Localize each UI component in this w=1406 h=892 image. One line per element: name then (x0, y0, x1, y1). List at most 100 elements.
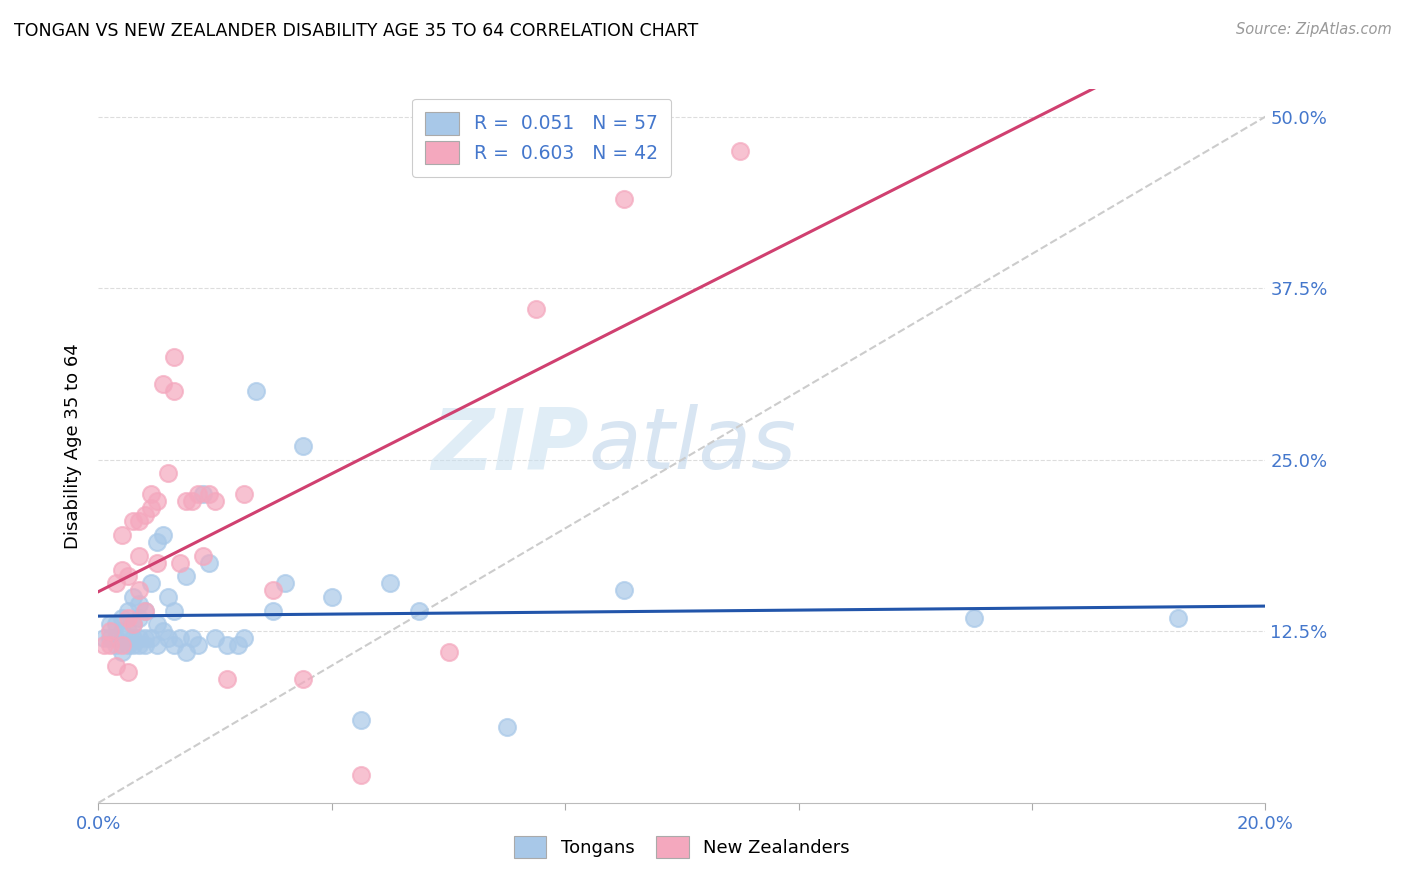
Point (146, 494, 169, 508)
Point (215, 638, 238, 652)
Point (524, 301, 547, 316)
Point (134, 631, 156, 645)
Point (245, 384, 267, 398)
Point (104, 638, 127, 652)
Y-axis label: Disability Age 35 to 64: Disability Age 35 to 64 (65, 343, 83, 549)
Point (128, 610, 150, 624)
Point (495, 720, 517, 734)
Point (128, 515, 150, 529)
Text: atlas: atlas (589, 404, 797, 488)
Point (962, 610, 984, 624)
Text: ZIP: ZIP (430, 404, 589, 488)
Point (122, 638, 145, 652)
Point (321, 590, 343, 604)
Point (117, 569, 139, 583)
Point (117, 610, 139, 624)
Point (111, 624, 134, 639)
Legend: Tongans, New Zealanders: Tongans, New Zealanders (506, 829, 858, 865)
Point (233, 631, 256, 645)
Point (128, 583, 150, 598)
Point (378, 576, 402, 591)
Point (198, 556, 221, 570)
Point (157, 467, 180, 481)
Point (204, 631, 226, 645)
Point (180, 631, 202, 645)
Point (98, 638, 121, 652)
Point (111, 610, 134, 624)
Point (612, 192, 634, 206)
Point (612, 583, 634, 598)
Point (98, 624, 121, 639)
Point (134, 638, 156, 652)
Point (117, 638, 139, 652)
Point (117, 604, 139, 618)
Point (117, 665, 139, 680)
Point (111, 562, 134, 576)
Point (146, 638, 169, 652)
Point (122, 515, 145, 529)
Point (122, 631, 145, 645)
Point (111, 638, 134, 652)
Point (134, 604, 156, 618)
Point (122, 590, 145, 604)
Point (152, 377, 174, 392)
Point (146, 617, 169, 632)
Point (139, 631, 162, 645)
Point (104, 617, 127, 632)
Point (169, 631, 191, 645)
Point (174, 645, 197, 659)
Point (111, 645, 134, 659)
Point (98, 631, 121, 645)
Point (157, 590, 180, 604)
Point (728, 144, 751, 158)
Point (111, 528, 134, 542)
Point (104, 576, 127, 591)
Point (146, 535, 169, 549)
Point (128, 549, 150, 563)
Point (122, 617, 145, 632)
Point (157, 631, 180, 645)
Point (274, 576, 297, 591)
Point (1167, 610, 1189, 624)
Point (93, 631, 115, 645)
Point (139, 500, 162, 515)
Point (93, 638, 115, 652)
Point (104, 631, 127, 645)
Point (128, 638, 150, 652)
Text: TONGAN VS NEW ZEALANDER DISABILITY AGE 35 TO 64 CORRELATION CHART: TONGAN VS NEW ZEALANDER DISABILITY AGE 3… (14, 22, 699, 40)
Point (174, 494, 197, 508)
Point (163, 638, 186, 652)
Point (187, 487, 209, 501)
Point (134, 508, 156, 522)
Point (146, 556, 169, 570)
Point (128, 597, 150, 611)
Point (122, 617, 145, 632)
Point (437, 645, 460, 659)
Text: Source: ZipAtlas.com: Source: ZipAtlas.com (1236, 22, 1392, 37)
Point (204, 494, 226, 508)
Point (215, 673, 238, 687)
Point (193, 487, 215, 501)
Point (262, 604, 284, 618)
Point (134, 604, 156, 618)
Point (350, 768, 373, 782)
Point (291, 673, 314, 687)
Point (193, 549, 215, 563)
Point (152, 624, 174, 639)
Point (180, 494, 202, 508)
Point (104, 658, 127, 673)
Point (262, 583, 284, 598)
Point (233, 487, 256, 501)
Point (139, 487, 162, 501)
Point (198, 487, 221, 501)
Point (152, 528, 174, 542)
Point (174, 569, 197, 583)
Point (139, 576, 162, 591)
Point (350, 714, 373, 728)
Point (291, 439, 314, 453)
Point (163, 604, 186, 618)
Point (163, 384, 186, 398)
Point (163, 350, 186, 364)
Point (98, 617, 121, 632)
Point (117, 624, 139, 639)
